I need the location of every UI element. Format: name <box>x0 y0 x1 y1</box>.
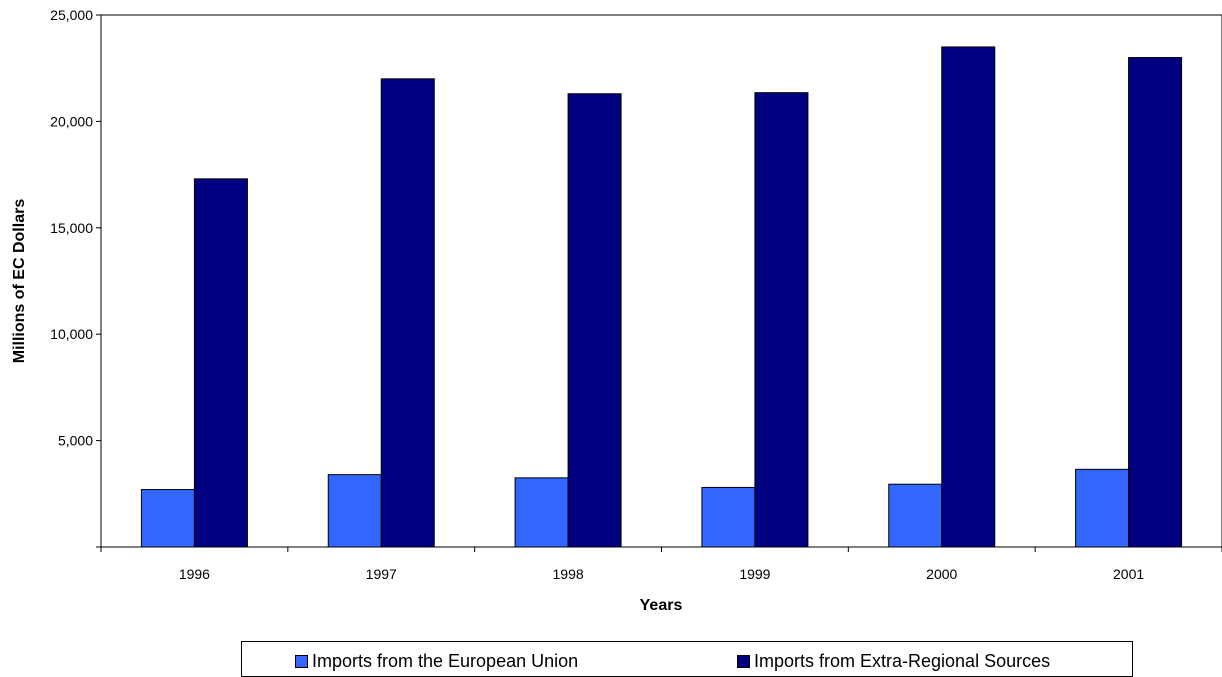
bar-extra-regional <box>1128 57 1183 548</box>
x-tick-label: 1996 <box>179 566 210 582</box>
legend-swatch-eu <box>295 655 308 668</box>
x-tick-label: 2000 <box>926 566 957 582</box>
bar-eu <box>888 483 943 548</box>
legend-label-eu: Imports from the European Union <box>312 651 579 671</box>
bar-eu <box>327 474 382 548</box>
legend-item-eu: Imports from the European Union <box>295 651 578 672</box>
bars <box>140 46 1183 548</box>
bar-extra-regional <box>380 78 435 548</box>
legend-swatch-extra-regional <box>737 655 750 668</box>
x-axis: 1996 1997 1998 1999 2000 2001 <box>100 547 1222 582</box>
x-axis-title: Years <box>640 597 683 614</box>
y-tick-label: 15,000 <box>50 220 93 236</box>
y-axis: 5,000 10,000 15,000 20,000 25,000 <box>50 7 101 548</box>
x-tick-label: 1998 <box>553 566 584 582</box>
y-tick-label: 10,000 <box>50 326 93 342</box>
bar-extra-regional <box>754 92 809 548</box>
legend-label-extra-regional: Imports from Extra-Regional Sources <box>754 651 1051 671</box>
bar-eu <box>701 486 756 548</box>
legend: Imports from the European Union Imports … <box>241 641 1133 677</box>
bar-extra-regional <box>941 46 996 548</box>
x-tick-label: 1999 <box>739 566 770 582</box>
bar-eu <box>1075 468 1130 548</box>
bar-eu <box>140 489 195 548</box>
x-tick-label: 1997 <box>366 566 397 582</box>
bar-extra-regional <box>193 178 248 548</box>
y-tick-label: 20,000 <box>50 113 93 129</box>
bar-extra-regional <box>567 93 622 548</box>
x-tick-label: 2001 <box>1113 566 1144 582</box>
y-tick-label: 25,000 <box>50 7 93 23</box>
plot-frame <box>100 14 1222 548</box>
legend-item-extra-regional: Imports from Extra-Regional Sources <box>737 651 1050 672</box>
y-axis-title: Millions of EC Dollars <box>11 199 28 364</box>
plot-area <box>100 14 1222 548</box>
bar-eu <box>514 477 569 548</box>
y-tick-label: 5,000 <box>58 433 93 449</box>
